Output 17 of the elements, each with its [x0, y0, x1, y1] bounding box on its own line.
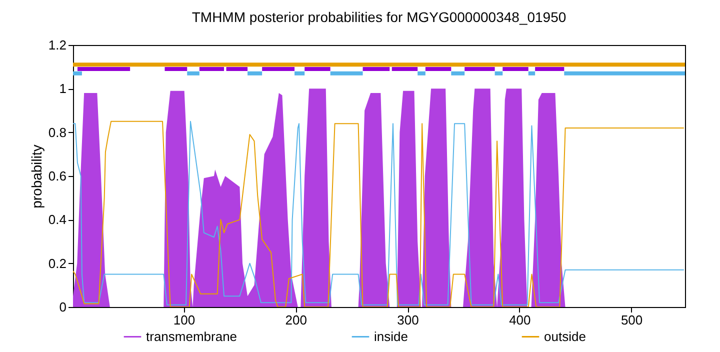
- x-tick-label: 500: [620, 312, 643, 328]
- legend-label: inside: [374, 328, 408, 344]
- x-tick-label: 400: [509, 312, 531, 328]
- x-tick-label: 300: [397, 312, 419, 328]
- chart-title: TMHMM posterior probabilities for MGYG000000348_01950: [192, 9, 566, 25]
- y-tick-label: 1: [59, 81, 66, 96]
- y-tick-label: 0.6: [48, 168, 66, 184]
- x-tick-label: 100: [173, 312, 196, 328]
- y-axis-title: probability: [28, 144, 44, 208]
- legend-label: outside: [544, 328, 586, 344]
- legend-label: transmembrane: [146, 328, 238, 344]
- y-tick-label: 0: [59, 300, 66, 314]
- y-tick-label: 0.8: [48, 124, 66, 140]
- x-tick-label: 200: [285, 312, 307, 328]
- y-tick-label: 0.4: [48, 212, 66, 228]
- y-tick-label: 0.2: [48, 256, 66, 271]
- y-tick-label: 1.2: [48, 38, 66, 52]
